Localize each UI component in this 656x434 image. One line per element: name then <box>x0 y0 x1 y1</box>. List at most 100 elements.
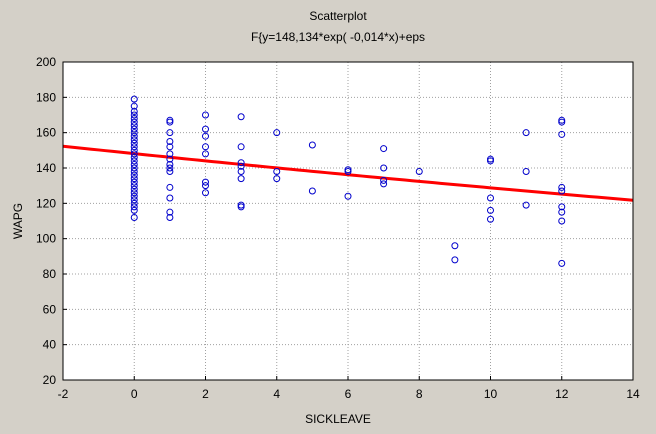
scatter-point <box>451 242 459 250</box>
scatter-point <box>166 138 174 145</box>
scatter-point <box>166 168 174 176</box>
scatter-point <box>558 259 566 267</box>
scatter-point <box>130 146 138 154</box>
scatter-point <box>166 208 174 216</box>
scatter-point <box>380 164 388 172</box>
scatter-point <box>130 192 138 200</box>
scatter-point <box>130 206 138 214</box>
scatter-point <box>130 150 138 158</box>
scatter-point <box>380 180 388 188</box>
scatter-point <box>130 178 138 186</box>
scatter-point <box>166 183 174 191</box>
scatter-point <box>166 194 174 202</box>
scatter-point <box>415 168 423 176</box>
scatter-point <box>558 203 566 211</box>
scatter-point <box>130 213 138 221</box>
scatter-point <box>166 155 174 163</box>
scatter-point <box>130 129 138 137</box>
y-tick-label: 40 <box>43 338 57 352</box>
scatter-point <box>344 192 352 200</box>
scatter-point <box>487 194 494 202</box>
scatter-point <box>558 118 566 126</box>
scatter-point <box>130 139 138 147</box>
scatter-point <box>130 164 138 172</box>
y-tick-label: 120 <box>36 196 56 210</box>
scatter-point <box>558 130 566 138</box>
scatter-point <box>202 189 209 197</box>
x-axis-label: SICKLEAVE <box>305 412 371 426</box>
scatter-point <box>130 136 138 144</box>
scatter-point <box>344 168 352 176</box>
scatter-point <box>522 168 530 176</box>
scatter-point <box>130 182 138 190</box>
x-tick-label: 0 <box>131 387 138 401</box>
scatter-point <box>237 159 245 167</box>
x-tick-label: 12 <box>555 387 569 401</box>
x-tick-label: -2 <box>58 387 69 401</box>
scatter-point <box>237 175 245 183</box>
x-tick-label: 14 <box>626 387 640 401</box>
scatter-point <box>487 215 494 223</box>
scatter-point <box>202 150 209 158</box>
x-tick-label: 10 <box>484 387 498 401</box>
scatter-point <box>487 157 494 165</box>
scatter-point <box>237 203 245 211</box>
y-axis-label: WAPG <box>11 203 25 239</box>
scatter-point <box>237 143 245 151</box>
scatter-point <box>130 189 138 197</box>
scatter-point <box>130 95 138 103</box>
chart-subtitle: F{y=148,134*exp( -0,014*x)+eps <box>251 30 425 44</box>
scatter-point <box>237 113 245 121</box>
scatter-point <box>451 256 459 264</box>
scatter-point <box>130 171 138 179</box>
y-tick-label: 140 <box>36 161 56 175</box>
scatter-point <box>130 115 138 123</box>
scatter-point <box>130 157 138 165</box>
y-tick-label: 100 <box>36 232 56 246</box>
scatter-point <box>237 162 245 170</box>
scatter-point <box>166 129 174 137</box>
scatter-point <box>130 153 138 161</box>
scatter-point <box>130 132 138 140</box>
scatter-point <box>166 213 174 221</box>
scatter-point <box>130 199 138 207</box>
x-tick-label: 6 <box>345 387 352 401</box>
scatter-point <box>522 129 530 137</box>
scatter-point <box>237 168 245 176</box>
scatter-point <box>130 160 138 168</box>
scatter-point <box>273 175 281 183</box>
scatter-point <box>130 102 138 110</box>
scatter-point <box>166 118 174 126</box>
x-tick-label: 4 <box>273 387 280 401</box>
scatter-point <box>130 185 138 193</box>
axis-ticks <box>62 61 634 381</box>
scatter-point <box>202 125 209 133</box>
scatter-point <box>202 178 209 186</box>
scatter-point <box>558 187 566 195</box>
scatter-point <box>202 143 209 151</box>
scatter-point <box>558 208 566 216</box>
scatter-point <box>202 182 209 190</box>
scatter-point <box>522 201 530 209</box>
scatter-point <box>308 141 316 149</box>
scatter-point <box>166 160 174 168</box>
scatter-point <box>380 176 388 184</box>
scatter-point <box>380 145 388 153</box>
scatter-point <box>308 187 316 195</box>
scatter-point <box>130 168 138 176</box>
scatter-point <box>166 150 174 158</box>
scatter-point <box>558 217 566 225</box>
chart-title: Scatterplot <box>309 9 367 23</box>
grid-lines <box>63 62 633 380</box>
scatter-point <box>487 206 494 214</box>
scatter-point <box>130 125 138 133</box>
y-tick-labels: 20 40 60 80 100 120 140 160 180 200 <box>36 55 56 387</box>
scatter-point <box>202 132 209 140</box>
x-tick-label: 2 <box>202 387 209 401</box>
scatter-point <box>130 107 138 115</box>
y-tick-label: 160 <box>36 126 56 140</box>
scatter-point <box>166 164 174 172</box>
scatter-point <box>202 111 209 119</box>
x-tick-label: 8 <box>416 387 423 401</box>
